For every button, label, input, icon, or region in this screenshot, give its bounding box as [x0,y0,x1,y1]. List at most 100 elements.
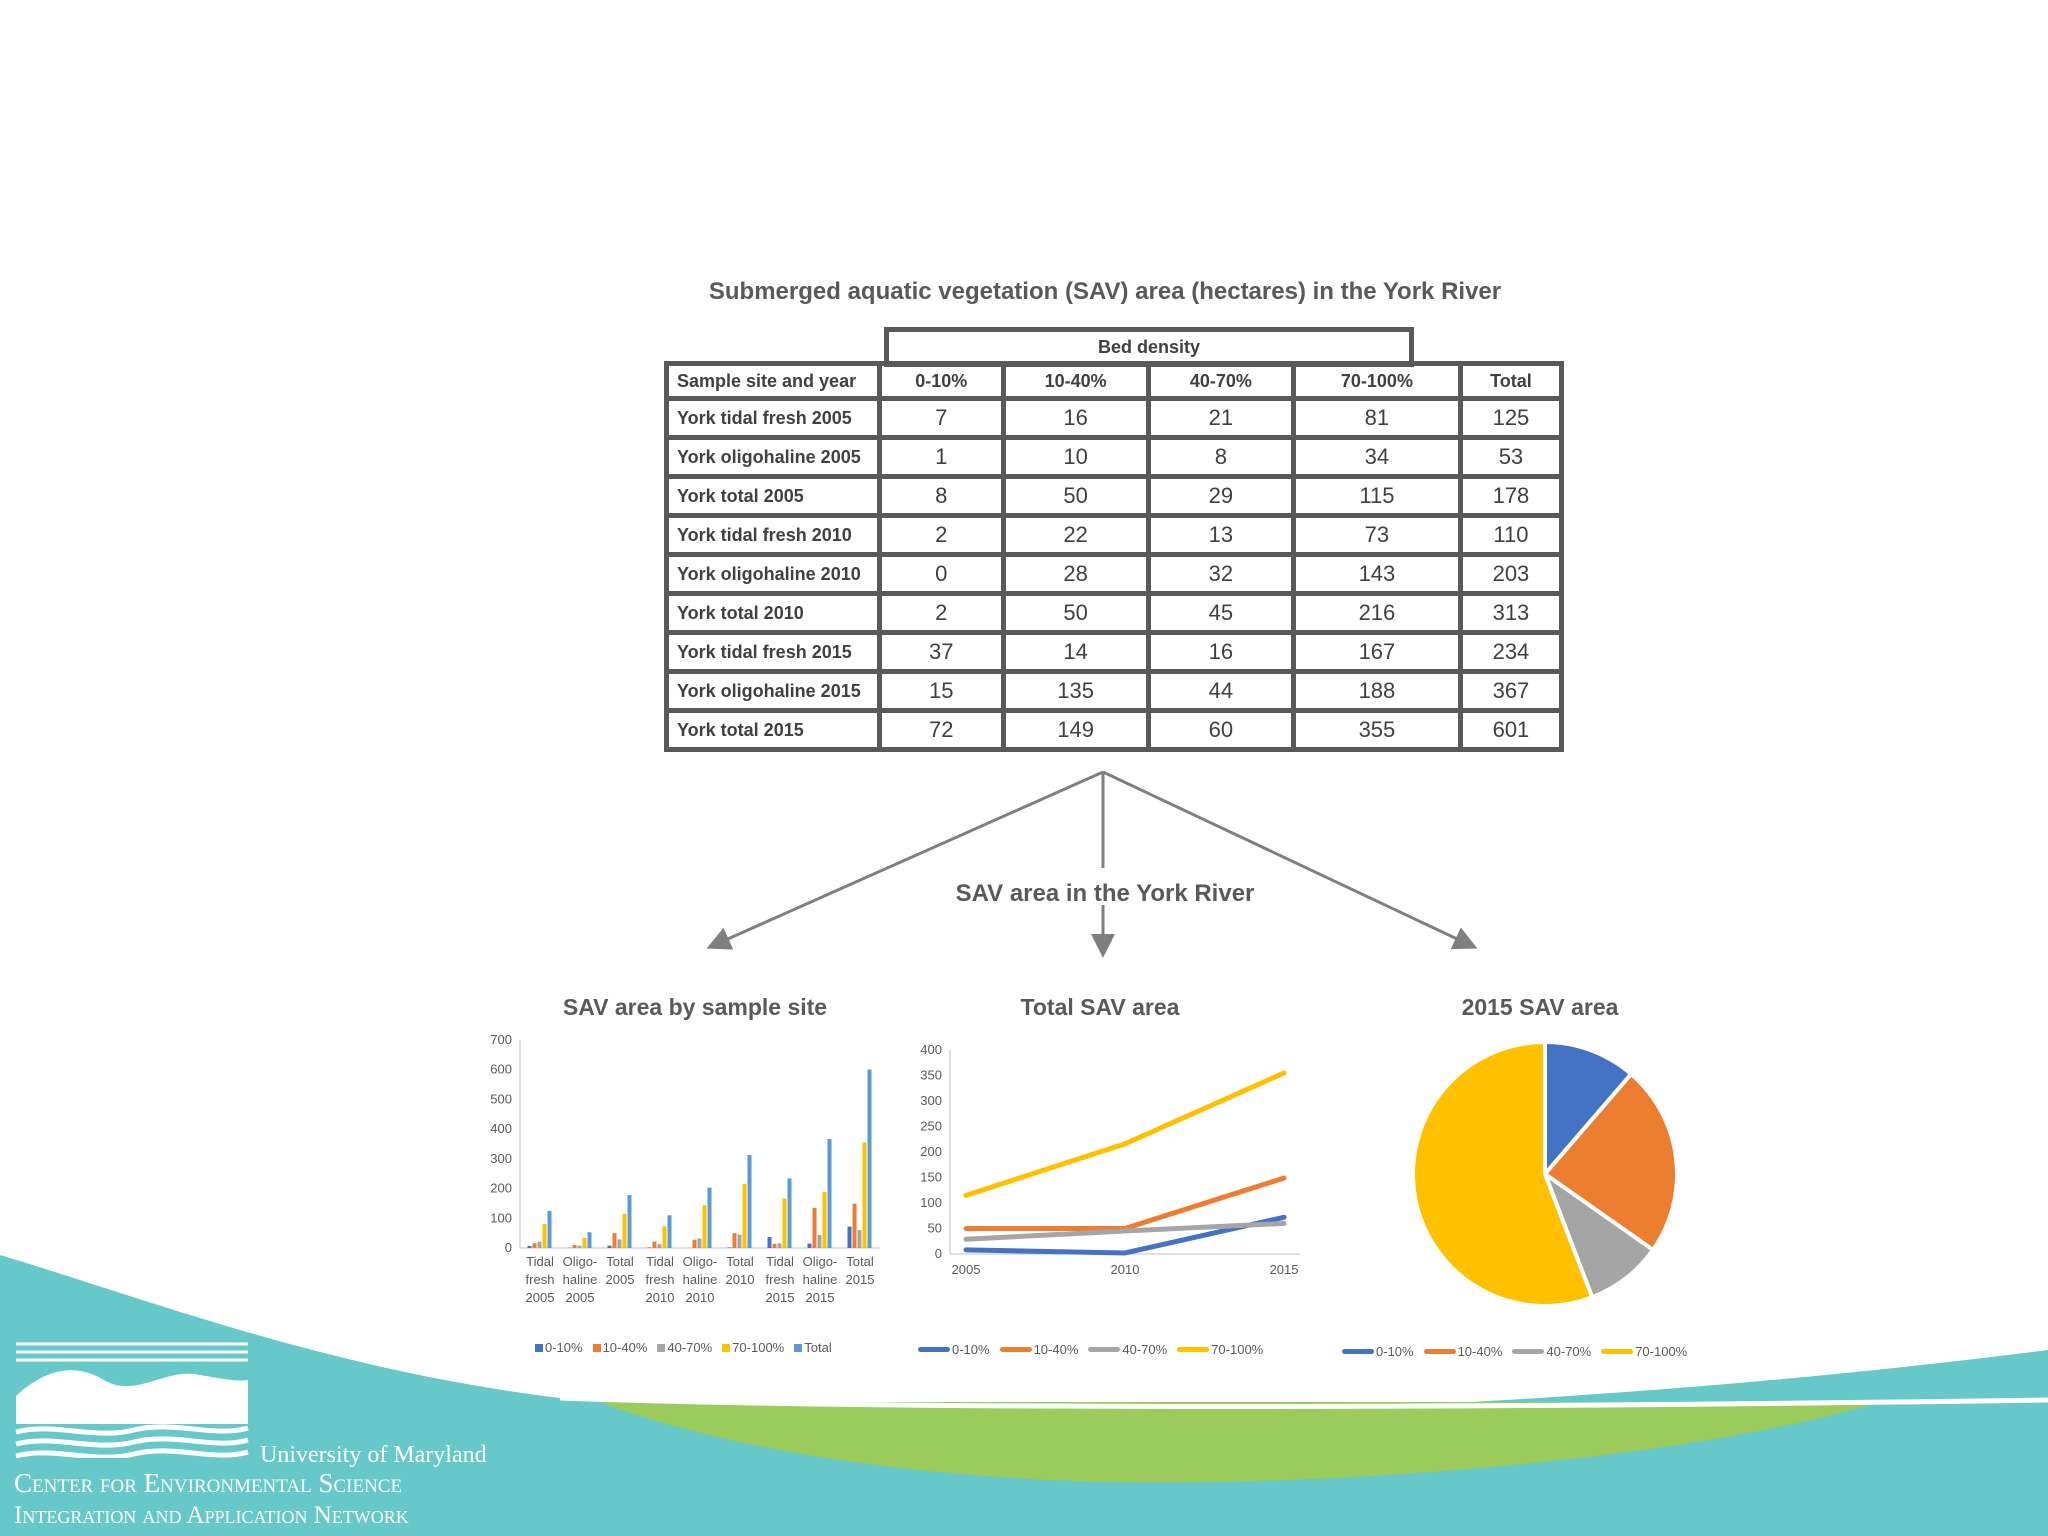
cell-value: 8 [1145,435,1296,479]
cell-value: 73 [1290,513,1463,557]
table-row: York total 2010 2 50 45 216 313 [664,591,1565,635]
white-stripe [559,1395,2048,1409]
series-line [963,1220,1287,1242]
table-header-row: Sample site and year 0-10% 10-40% 40-70%… [664,361,1565,401]
cell-value: 110 [1457,513,1565,557]
logo-waves-icon [15,1342,249,1458]
cell-value: 32 [1145,552,1296,596]
legend-swatch [1342,1349,1374,1354]
legend-swatch [918,1347,950,1352]
cell-value: 16 [1000,396,1151,440]
bar [862,1142,867,1248]
cell-value: 115 [1290,474,1463,518]
x-tick-label: 2015 [806,1290,835,1305]
header-0-10: 0-10% [877,361,1006,401]
row-site: York oligohaline 2005 [664,435,882,479]
y-tick-label: 700 [490,1032,512,1047]
bar [532,1243,537,1248]
row-site: York oligohaline 2010 [664,552,882,596]
table-row: York oligohaline 2005 1 10 8 34 53 [664,435,1565,479]
y-tick-label: 400 [490,1121,512,1136]
cell-value: 50 [1000,474,1151,518]
bar [782,1198,787,1248]
bar [627,1195,632,1248]
x-tick-label: 2010 [1111,1262,1140,1277]
legend-item: 10-40% [592,1340,647,1355]
table-row: York tidal fresh 2005 7 16 21 81 125 [664,396,1565,440]
bar [657,1244,662,1248]
x-tick-label: haline [803,1272,838,1287]
cell-value: 16 [1145,630,1296,674]
legend-swatch [1177,1347,1210,1352]
bar [742,1183,747,1248]
bar [607,1245,612,1248]
x-tick-label: Total [846,1254,874,1269]
bar [617,1239,622,1248]
x-tick-label: Tidal [526,1254,554,1269]
bar [612,1233,617,1248]
series-line [963,1214,1287,1256]
cell-value: 601 [1457,708,1565,752]
bar [587,1232,592,1248]
x-tick-label: 2015 [1270,1262,1299,1277]
row-site: York oligohaline 2015 [664,669,882,713]
cell-value: 234 [1457,630,1565,674]
x-tick-label: 2005 [606,1272,635,1287]
y-tick-label: 0 [505,1240,512,1255]
cell-value: 22 [1000,513,1151,557]
bar [822,1192,827,1248]
cell-value: 216 [1290,591,1463,635]
table-title: Submerged aquatic vegetation (SAV) area … [708,278,1502,305]
x-tick-label: 2005 [566,1290,595,1305]
x-tick-label: 2010 [726,1272,755,1287]
legend-swatch [535,1343,543,1352]
bar [787,1178,792,1248]
legend-item: 40-70% [1088,1342,1167,1357]
bed-density-header: Bed density [884,327,1414,367]
bar [547,1210,552,1248]
row-site: York total 2005 [664,474,882,518]
bar [807,1243,812,1248]
green-wave [600,1402,1880,1483]
cell-value: 2 [877,591,1006,635]
pie-chart-legend: 0-10% 10-40% 40-70% 70-100% [1342,1344,1687,1359]
cell-value: 2 [877,513,1006,557]
legend-label: 40-70% [1546,1344,1592,1359]
legend-label: 10-40% [1033,1342,1079,1357]
pie-chart [1411,1039,1679,1308]
legend-label: 0-10% [545,1340,583,1355]
y-tick-label: 200 [490,1181,512,1196]
table-row: York oligohaline 2010 0 28 32 143 203 [664,552,1565,596]
bar [817,1234,822,1248]
legend-label: 70-100% [1211,1342,1264,1357]
y-tick-label: 250 [920,1119,942,1134]
legend-label: 40-70% [667,1340,713,1355]
cell-value: 53 [1457,435,1565,479]
header-70-100: 70-100% [1290,361,1463,401]
header-total: Total [1457,361,1565,401]
bar-chart: 0 100 200 300 400 500 600 700 Tidal fresh 2005 Olig… [490,1032,880,1305]
y-tick-label: 100 [490,1210,512,1225]
x-tick-label: 2010 [646,1290,675,1305]
bar [692,1239,697,1248]
line-chart: 0 50 100 150 200 250 300 350 400 2005 2010 2015 [920,1042,1300,1277]
x-tick-label: fresh [526,1272,555,1287]
cell-value: 149 [1000,708,1151,752]
legend-label: 70-100% [1635,1344,1688,1359]
x-tick-label: fresh [766,1272,795,1287]
bar [732,1233,737,1248]
cell-value: 203 [1457,552,1565,596]
cell-value: 81 [1290,396,1463,440]
x-tick-label: 2005 [526,1290,555,1305]
legend-swatch [999,1347,1032,1352]
bar [777,1243,782,1248]
legend-swatch [592,1343,601,1352]
cell-value: 14 [1000,630,1151,674]
x-tick-label: Oligo- [563,1254,598,1269]
cell-value: 0 [877,552,1006,596]
bar-chart-legend: 0-10% 10-40% 40-70% 70-100% Total [535,1340,832,1355]
row-site: York total 2010 [664,591,882,635]
legend-item: 10-40% [999,1342,1079,1357]
cell-value: 45 [1145,591,1296,635]
cell-value: 10 [1000,435,1151,479]
